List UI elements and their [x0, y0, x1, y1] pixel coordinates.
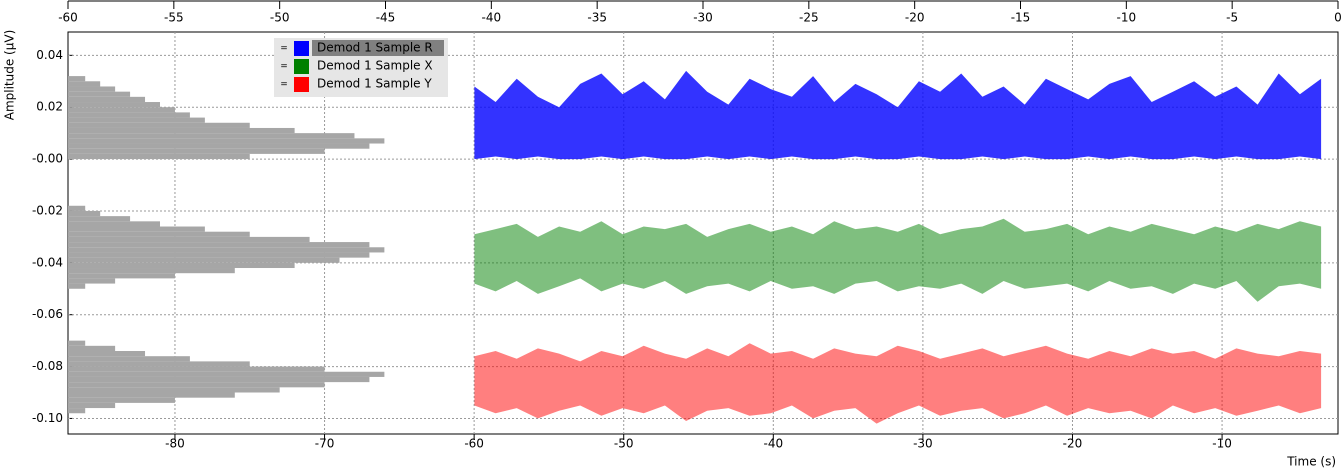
x-tick-label: -10	[1212, 437, 1232, 451]
legend-icon: =	[280, 80, 288, 90]
top-tick-label: -55	[164, 11, 184, 25]
histogram-bar	[68, 231, 250, 237]
histogram-bar	[68, 387, 280, 393]
histogram-bar	[68, 247, 385, 253]
y-tick-label: -0.04	[32, 255, 63, 269]
histogram-bar	[68, 366, 325, 372]
histogram-bar	[68, 392, 235, 398]
top-tick-label: -10	[1117, 11, 1137, 25]
x-tick-label: -30	[913, 437, 933, 451]
top-tick-label: -20	[905, 11, 925, 25]
top-tick-label: 0	[1334, 11, 1342, 25]
y-tick-label: -0.02	[32, 203, 63, 217]
histogram-bar	[68, 345, 116, 352]
histogram-bar	[68, 107, 175, 113]
histogram-bar	[68, 242, 370, 248]
histogram-bar	[68, 351, 146, 357]
band-area	[474, 343, 1322, 424]
histogram-bar	[68, 153, 250, 160]
x-tick-label: -60	[464, 437, 484, 451]
histogram-bar	[68, 273, 175, 279]
histogram-bar	[68, 138, 385, 144]
x-tick-label: -80	[165, 437, 185, 451]
x-tick-label: -70	[315, 437, 335, 451]
top-tick-label: -50	[270, 11, 290, 25]
histogram-bar	[68, 86, 116, 92]
histogram-bar	[68, 148, 325, 154]
legend-label: Demod 1 Sample X	[317, 59, 433, 73]
histogram-bar	[68, 210, 101, 217]
histogram-bar	[68, 402, 116, 409]
legend-swatch	[294, 41, 309, 56]
histogram-bar	[68, 340, 86, 346]
histogram-bar	[68, 112, 190, 118]
histogram-bar	[68, 117, 205, 123]
top-tick-label: -15	[1011, 11, 1031, 25]
y-axis-label: Amplitude (µV)	[3, 30, 17, 121]
histogram-bar	[68, 102, 160, 108]
histogram-bar	[68, 257, 340, 263]
histogram-bar	[68, 122, 250, 128]
legend-label: Demod 1 Sample Y	[317, 77, 432, 91]
band-area	[474, 218, 1322, 302]
histogram-bar	[68, 361, 250, 367]
y-tick-label: -0.10	[32, 411, 63, 425]
histogram-bar	[68, 76, 86, 82]
top-tick-label: -60	[58, 11, 78, 25]
histogram-bar	[68, 397, 175, 403]
x-tick-label: -40	[764, 437, 784, 451]
histogram-bar	[68, 221, 160, 227]
x-axis-label: Time (s)	[1286, 455, 1336, 469]
band-area	[474, 70, 1322, 160]
x-tick-label: -20	[1063, 437, 1083, 451]
top-tick-label: -35	[587, 11, 607, 25]
top-tick-label: -5	[1226, 11, 1238, 25]
x-tick-label: -50	[614, 437, 634, 451]
histogram-bar	[68, 127, 295, 134]
y-tick-label: 0.04	[36, 48, 63, 62]
top-tick-label: -40	[482, 11, 502, 25]
histogram-bar	[68, 382, 325, 388]
y-tick-label: -0.00	[32, 152, 63, 166]
histogram-bar	[68, 133, 355, 139]
y-tick-label: 0.02	[36, 100, 63, 114]
top-tick-label: -25	[799, 11, 819, 25]
top-tick-label: -45	[376, 11, 396, 25]
histogram-bar	[68, 376, 370, 383]
histogram-bar	[68, 283, 86, 289]
histogram-bar	[68, 356, 190, 362]
legend-swatch	[294, 59, 309, 74]
histogram-bar	[68, 205, 86, 211]
histogram-bar	[68, 236, 310, 243]
histogram-bar	[68, 81, 101, 87]
histogram-bar	[68, 96, 146, 103]
legend: = Demod 1 Sample R = Demod 1 Sample X = Demod…	[274, 38, 448, 97]
legend-swatch	[294, 77, 309, 92]
legend-icon: =	[280, 62, 288, 72]
legend-icon: =	[280, 44, 288, 54]
histogram-bar	[68, 143, 370, 149]
legend-label: Demod 1 Sample R	[317, 41, 433, 55]
y-tick-label: -0.08	[32, 359, 63, 373]
histogram-bar	[68, 278, 116, 284]
histogram-bar	[68, 268, 235, 274]
histogram-bar	[68, 226, 205, 232]
data-layer	[68, 70, 1322, 424]
y-tick-label: -0.06	[32, 307, 63, 321]
top-tick-label: -30	[693, 11, 713, 25]
histogram-bar	[68, 371, 385, 377]
histogram-bar	[68, 408, 86, 414]
histogram-bar	[68, 91, 131, 97]
histogram-bar	[68, 252, 370, 258]
legend-highlight	[312, 40, 444, 56]
histogram-bar	[68, 216, 131, 222]
histogram-bar	[68, 262, 295, 269]
